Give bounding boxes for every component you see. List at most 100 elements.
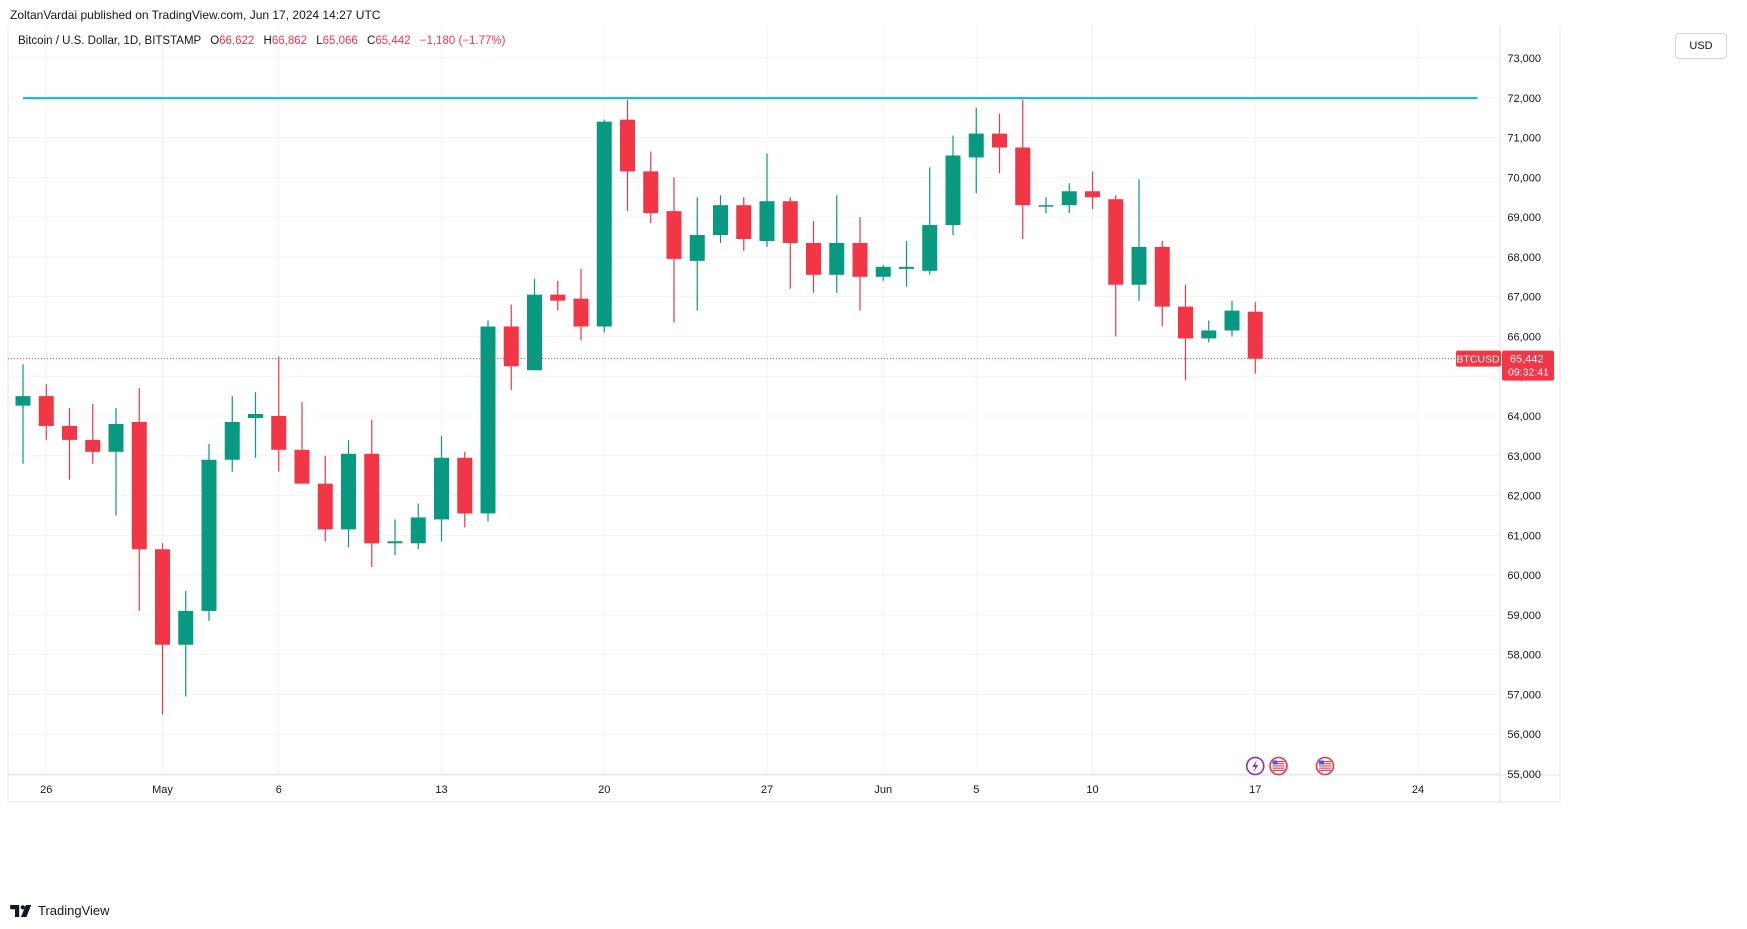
us-flag-stripe xyxy=(1272,761,1285,763)
candle-up xyxy=(108,408,124,516)
candle-body xyxy=(829,242,845,275)
candle-down xyxy=(1178,284,1193,381)
candle-body xyxy=(1131,246,1147,285)
candle-up xyxy=(596,119,612,333)
y-tick-label: 66,000 xyxy=(1507,331,1541,343)
us-flag-stripe xyxy=(1272,765,1285,767)
candle-body xyxy=(1154,246,1170,307)
candle-body xyxy=(108,423,124,452)
us-flag-stripe xyxy=(1319,765,1331,767)
candle-up xyxy=(1224,300,1240,337)
candle-body xyxy=(85,439,101,452)
candle-down xyxy=(62,408,77,480)
footer-brand[interactable]: TradingView xyxy=(10,903,110,918)
candle-body xyxy=(899,266,914,269)
candle-down xyxy=(736,197,752,251)
candle-up xyxy=(1038,197,1054,214)
close-label: C xyxy=(367,35,376,47)
candle-up xyxy=(248,392,263,458)
candle-body xyxy=(341,453,356,530)
candle-up xyxy=(15,364,31,464)
candle-down xyxy=(550,280,566,311)
candle-body xyxy=(224,421,240,460)
open-label: O xyxy=(210,35,220,47)
x-tick-label: May xyxy=(152,784,173,796)
candle-down xyxy=(620,99,635,212)
candle-down xyxy=(573,268,589,341)
candle-body xyxy=(1038,205,1054,207)
candle-up xyxy=(178,591,194,697)
candle-body xyxy=(1224,310,1240,331)
candle-body xyxy=(1015,147,1031,206)
candle-body xyxy=(643,171,659,214)
y-tick-label: 71,000 xyxy=(1507,133,1541,145)
candle-body xyxy=(201,459,217,611)
y-tick-label: 69,000 xyxy=(1507,212,1541,224)
candle-up xyxy=(1131,179,1147,301)
candle-up xyxy=(527,278,542,371)
candle-up xyxy=(434,435,449,542)
candle-up xyxy=(1061,183,1077,214)
candle-body xyxy=(1085,191,1100,198)
lightning-icon xyxy=(1245,756,1265,776)
us-flag-canton xyxy=(1319,760,1324,765)
candle-body xyxy=(271,416,287,450)
candle-down xyxy=(1108,195,1124,337)
candle-up xyxy=(899,240,914,287)
x-tick-label: 26 xyxy=(40,784,52,796)
candle-body xyxy=(922,225,938,271)
candle-body xyxy=(1178,306,1193,339)
candle-body xyxy=(15,396,31,406)
candle-body xyxy=(620,119,635,172)
candle-body xyxy=(38,396,54,426)
us-flag-canton xyxy=(1272,760,1278,765)
us-flag-icon xyxy=(1269,756,1288,776)
event-markers[interactable] xyxy=(1245,756,1335,776)
price-label-box xyxy=(1502,350,1554,381)
x-tick-label: Jun xyxy=(874,784,892,796)
candle-body xyxy=(527,294,542,371)
candle-body xyxy=(945,155,961,226)
candle-down xyxy=(364,419,380,568)
candle-body xyxy=(759,201,775,241)
y-tick-label: 67,000 xyxy=(1507,292,1541,304)
y-tick-label: 63,000 xyxy=(1507,451,1541,463)
currency-button[interactable]: USD xyxy=(1675,33,1727,59)
candle-down xyxy=(666,177,682,323)
low-label: L xyxy=(316,35,323,47)
candle-down xyxy=(643,151,659,224)
y-tick-label: 73,000 xyxy=(1507,53,1541,65)
candle-body xyxy=(968,133,984,158)
candle-body xyxy=(550,294,566,301)
us-flag-stripe xyxy=(1319,769,1331,771)
candle-body xyxy=(713,205,728,236)
candle-body xyxy=(736,205,752,239)
candle-body xyxy=(596,121,612,327)
x-tick-label: 20 xyxy=(598,784,610,796)
candle-body xyxy=(1108,199,1124,285)
y-tick-label: 60,000 xyxy=(1507,570,1541,582)
tradingview-logo-icon xyxy=(10,904,32,917)
candle-body xyxy=(666,211,682,259)
candle-down xyxy=(317,455,333,542)
low-value: 65,066 xyxy=(322,35,358,47)
candle-body xyxy=(387,541,403,544)
y-tick-label: 59,000 xyxy=(1507,610,1541,622)
candle-body xyxy=(689,235,705,261)
x-tick-label: 17 xyxy=(1249,784,1261,796)
candle-down xyxy=(85,404,101,464)
candle-body xyxy=(364,453,380,544)
price-label-countdown: 09:32:41 xyxy=(1508,367,1549,379)
candle-body xyxy=(480,326,496,514)
candle-up xyxy=(968,107,984,194)
candle-down xyxy=(1247,302,1263,374)
us-flag-stripe xyxy=(1319,761,1331,763)
symbol-description[interactable]: Bitcoin / U.S. Dollar, 1D, BITSTAMP xyxy=(18,35,201,47)
y-tick-label: 57,000 xyxy=(1507,689,1541,701)
candle-down xyxy=(806,221,821,293)
lightning-icon-bolt xyxy=(1252,760,1259,772)
candle-up xyxy=(875,264,891,281)
candle-up xyxy=(341,439,356,548)
